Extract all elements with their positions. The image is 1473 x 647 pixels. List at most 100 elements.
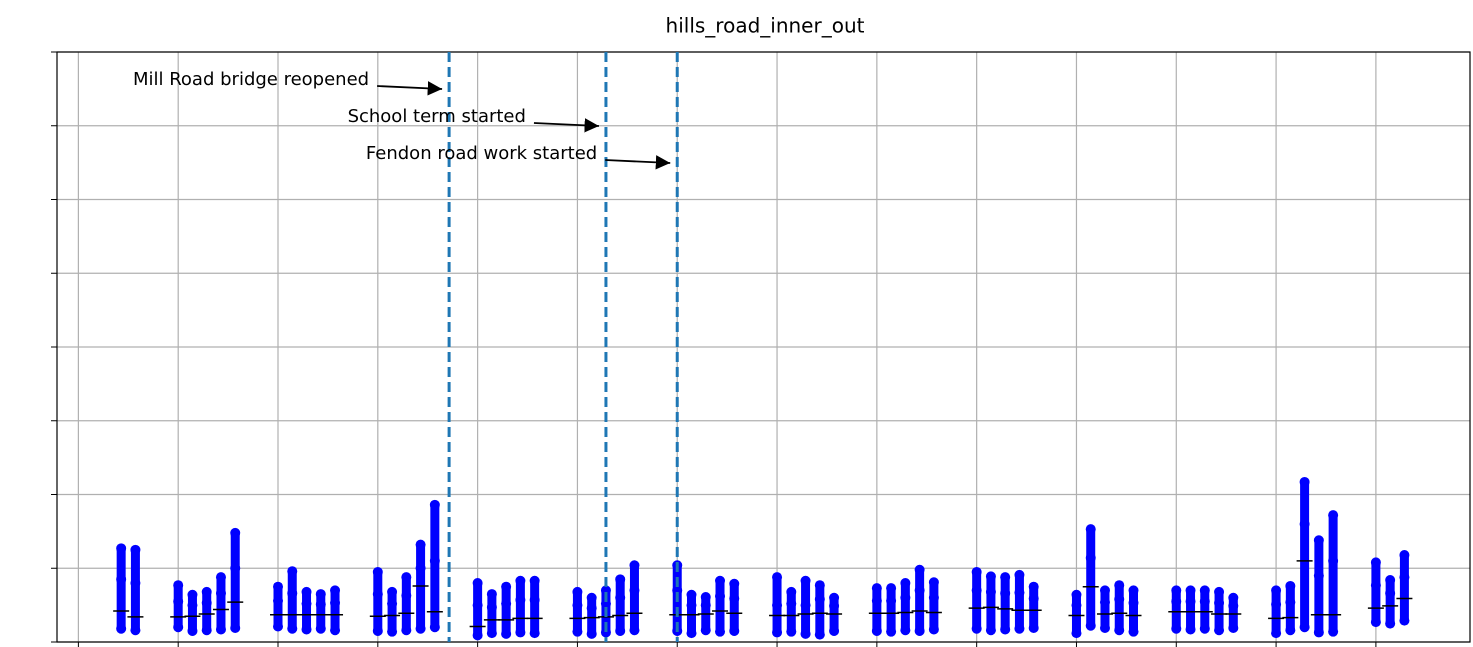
sample-point [401, 625, 412, 636]
sample-point [472, 578, 483, 588]
sample-point [572, 586, 583, 597]
sample-point [772, 572, 783, 583]
sample-point [301, 624, 312, 635]
sample-point [1299, 519, 1310, 529]
sample-point [1099, 585, 1110, 596]
sample-point [116, 543, 127, 554]
sample-point [1028, 622, 1039, 633]
sample-point [315, 589, 326, 600]
sample-point [529, 594, 540, 605]
sample-point [1071, 628, 1082, 639]
sample-point [1000, 588, 1011, 599]
sample-point [900, 625, 911, 636]
sample-point [1128, 585, 1139, 596]
sample-point [729, 593, 740, 604]
sample-point [786, 626, 797, 637]
sample-point [1014, 569, 1025, 580]
sample-point [914, 625, 925, 636]
sample-point [173, 596, 184, 607]
sample-point [971, 623, 982, 634]
sample-point [387, 586, 398, 597]
sample-point [715, 591, 726, 602]
sample-point [1228, 592, 1239, 603]
sample-point [1199, 623, 1210, 634]
sample-point [1313, 535, 1324, 546]
sample-point [201, 597, 212, 608]
sample-point [1370, 557, 1381, 568]
sample-point [1214, 586, 1225, 597]
sample-point [529, 575, 540, 586]
sample-point [287, 566, 298, 577]
sample-point [1370, 617, 1381, 628]
sample-point [1271, 585, 1282, 596]
event-label: School term started [348, 106, 526, 127]
sample-point [273, 621, 284, 632]
sample-point [715, 575, 726, 586]
event-label: Fendon road work started [366, 143, 597, 164]
sample-point [700, 625, 711, 636]
event-label: Mill Road bridge reopened [133, 69, 369, 90]
sample-point [1228, 600, 1239, 611]
sample-point [372, 589, 383, 600]
sample-point [672, 585, 683, 596]
sample-point [215, 572, 226, 583]
event-arrow [533, 118, 599, 133]
sample-point [1014, 623, 1025, 634]
sample-point [1228, 622, 1239, 633]
sample-point [900, 578, 911, 588]
axes-frame [56, 51, 1471, 643]
sample-point [772, 627, 783, 638]
sample-point [629, 560, 640, 571]
sample-point [187, 625, 198, 636]
sample-point [1385, 588, 1396, 599]
sample-point [1128, 597, 1139, 608]
sample-point [1071, 600, 1082, 611]
sample-point [429, 622, 440, 633]
sample-point [415, 539, 426, 550]
sample-point [230, 563, 241, 574]
sample-point [187, 600, 198, 611]
sample-point [116, 574, 127, 585]
sample-point [1328, 510, 1339, 521]
sample-point [615, 574, 626, 585]
sample-point [201, 625, 212, 636]
sample-point [429, 555, 440, 566]
sample-point [1299, 476, 1310, 487]
sample-point [1114, 594, 1125, 605]
sample-point [1285, 597, 1296, 608]
sample-point [515, 627, 526, 638]
sample-point [1128, 626, 1139, 637]
sample-point [729, 625, 740, 636]
event-arrow [605, 155, 671, 170]
sample-point [287, 623, 298, 634]
sample-point [330, 585, 341, 596]
sample-point [472, 600, 483, 611]
sample-point [700, 592, 711, 603]
sample-point [387, 598, 398, 609]
sample-point [914, 585, 925, 596]
sample-point [330, 625, 341, 636]
sample-point [800, 600, 811, 611]
sample-point [814, 629, 825, 640]
sample-point [1399, 549, 1410, 560]
sample-point [501, 598, 512, 609]
event-arrow [377, 81, 443, 96]
sample-point [1028, 581, 1039, 592]
sample-point [971, 566, 982, 577]
sample-point [886, 583, 897, 594]
sample-point [1185, 596, 1196, 607]
sample-point [572, 626, 583, 637]
sample-point [1399, 572, 1410, 583]
sample-point [800, 575, 811, 586]
sample-point [914, 564, 925, 575]
sample-point [1199, 596, 1210, 607]
sample-point [1313, 627, 1324, 638]
sample-point [871, 625, 882, 636]
sample-point [586, 628, 597, 639]
sample-point [1171, 623, 1182, 634]
sample-point [415, 623, 426, 634]
sample-point [586, 603, 597, 614]
sample-point [600, 627, 611, 638]
sample-point [1085, 552, 1096, 563]
sample-point [372, 566, 383, 577]
